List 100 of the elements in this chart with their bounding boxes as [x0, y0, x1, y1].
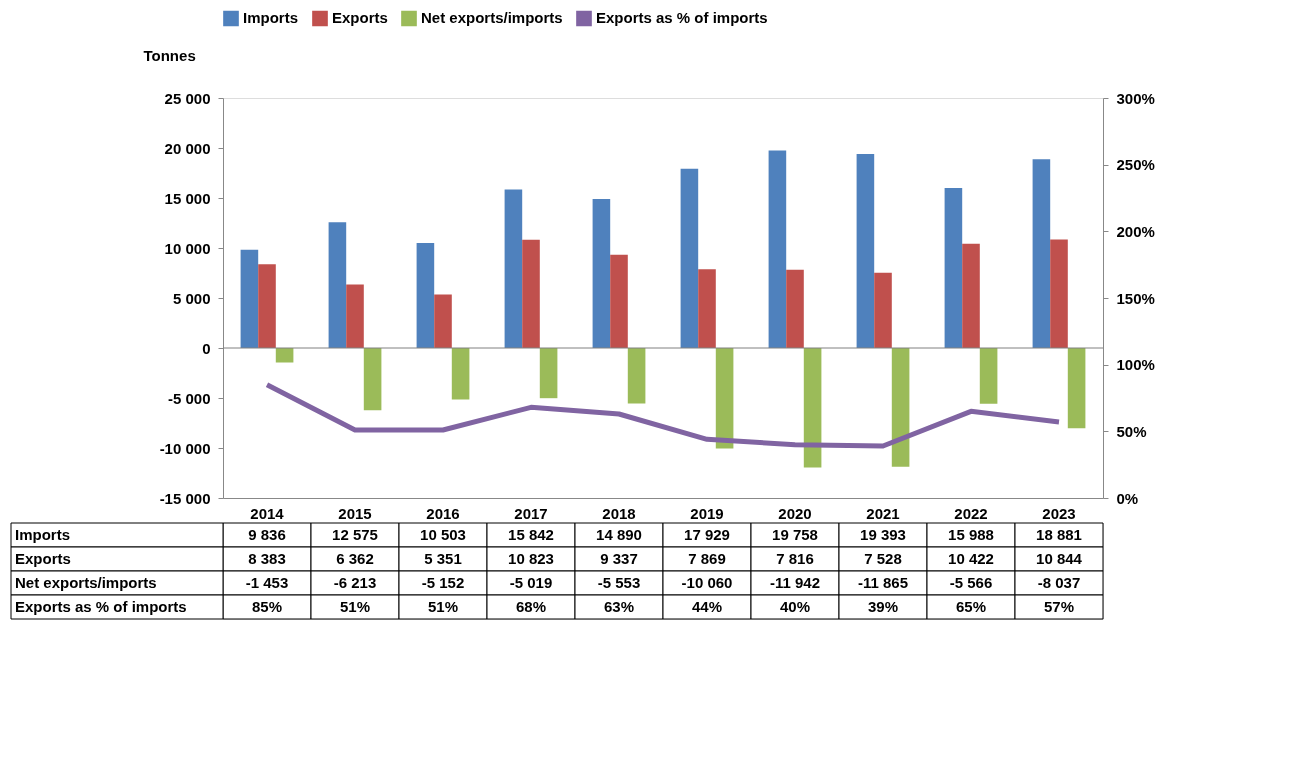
data-label: 44% [691, 598, 723, 615]
y2-tick-label: 0% [1116, 489, 1139, 507]
y-tick-label: -15 000 [159, 489, 211, 507]
x-tick-label: 2017 [514, 504, 548, 522]
bar [240, 249, 259, 348]
data-label: 10 503 [420, 526, 466, 543]
x-tick-label: 2016 [426, 504, 460, 522]
data-label: 10 823 [508, 550, 554, 567]
bar [768, 150, 787, 348]
y-tick-label: -10 000 [159, 439, 211, 457]
bar [451, 348, 470, 400]
data-label: -5 566 [949, 574, 993, 591]
data-label: 10 422 [948, 550, 994, 567]
bar [891, 348, 910, 467]
data-label: -5 019 [509, 574, 553, 591]
bar [962, 243, 980, 348]
data-label: 51% [427, 598, 459, 615]
bar [363, 348, 382, 411]
y-tick-label: 0 [202, 339, 211, 357]
data-label: -5 152 [421, 574, 465, 591]
bar [504, 189, 523, 348]
y2-tick-label: 150% [1116, 289, 1155, 307]
data-label: 65% [955, 598, 987, 615]
data-label: -1 453 [245, 574, 289, 591]
data-label: 68% [515, 598, 547, 615]
x-tick-label: 2022 [954, 504, 988, 522]
data-label: 5 351 [424, 550, 462, 567]
text: Exports [15, 550, 71, 567]
bar [275, 348, 294, 363]
y-tick-label: 20 000 [164, 139, 211, 157]
data-label: -11 942 [769, 574, 821, 591]
text: Imports [15, 526, 71, 543]
data-label: -6 213 [333, 574, 377, 591]
data-label: 18 881 [1036, 526, 1082, 543]
legend-label: Net exports/imports [421, 9, 563, 27]
data-label: 57% [1043, 598, 1075, 615]
data-label: 9 337 [600, 550, 638, 567]
data-label: 7 816 [776, 550, 814, 567]
data-label: 51% [339, 598, 371, 615]
data-label: 15 988 [948, 526, 994, 543]
x-tick-label: 2020 [778, 504, 812, 522]
bar [434, 294, 452, 348]
data-label: 9 836 [248, 526, 286, 543]
x-tick-label: 2014 [250, 504, 285, 522]
data-label: -5 553 [597, 574, 641, 591]
data-label: 7 869 [688, 550, 726, 567]
y-tick-label: 25 000 [164, 89, 211, 107]
text: Exports as % of imports [15, 598, 187, 615]
y-tick-label: -5 000 [167, 389, 211, 407]
bar [680, 168, 699, 348]
y-tick-label: 5 000 [172, 289, 211, 307]
bar [610, 254, 628, 348]
x-tick-label: 2019 [690, 504, 724, 522]
data-label: 7 528 [864, 550, 902, 567]
text: Net exports/imports [15, 574, 157, 591]
bar [698, 269, 716, 348]
bar [522, 239, 540, 348]
bar [715, 348, 734, 449]
data-label: -10 060 [681, 574, 733, 591]
y-tick-label: 10 000 [164, 239, 211, 257]
y2-tick-label: 50% [1116, 422, 1147, 440]
data-label: 39% [867, 598, 899, 615]
bar [416, 242, 435, 348]
y2-tick-label: 300% [1116, 89, 1155, 107]
data-label: 17 929 [684, 526, 730, 543]
bar [1067, 348, 1086, 429]
bar [346, 284, 364, 348]
data-label: -11 865 [857, 574, 909, 591]
bar [979, 348, 998, 404]
bar [944, 188, 963, 348]
data-label: 19 393 [860, 526, 906, 543]
bar [874, 272, 892, 348]
data-label: 8 383 [248, 550, 286, 567]
legend-label: Imports [243, 9, 299, 27]
bar [1032, 159, 1051, 348]
x-tick-label: 2023 [1042, 504, 1076, 522]
data-label: 6 362 [336, 550, 374, 567]
data-label: -8 037 [1037, 574, 1081, 591]
data-label: 10 844 [1036, 550, 1083, 567]
bar [539, 348, 558, 399]
y-tick-label: 15 000 [164, 189, 211, 207]
y-axis-title: Tonnes [143, 46, 196, 64]
bar [786, 269, 804, 348]
bar [592, 199, 611, 348]
bar [258, 264, 276, 348]
x-tick-label: 2015 [338, 504, 372, 522]
data-label: 19 758 [772, 526, 818, 543]
bar [1050, 239, 1068, 348]
data-label: 15 842 [508, 526, 554, 543]
y2-tick-label: 250% [1116, 156, 1155, 174]
x-tick-label: 2021 [866, 504, 900, 522]
y2-tick-label: 200% [1116, 222, 1155, 240]
bar [856, 154, 875, 348]
data-label: 40% [779, 598, 811, 615]
x-tick-label: 2018 [602, 504, 636, 522]
data-label: 14 890 [596, 526, 642, 543]
bar [627, 348, 646, 404]
data-label: 85% [251, 598, 283, 615]
legend-label: Exports [332, 9, 388, 27]
bar [328, 222, 347, 348]
